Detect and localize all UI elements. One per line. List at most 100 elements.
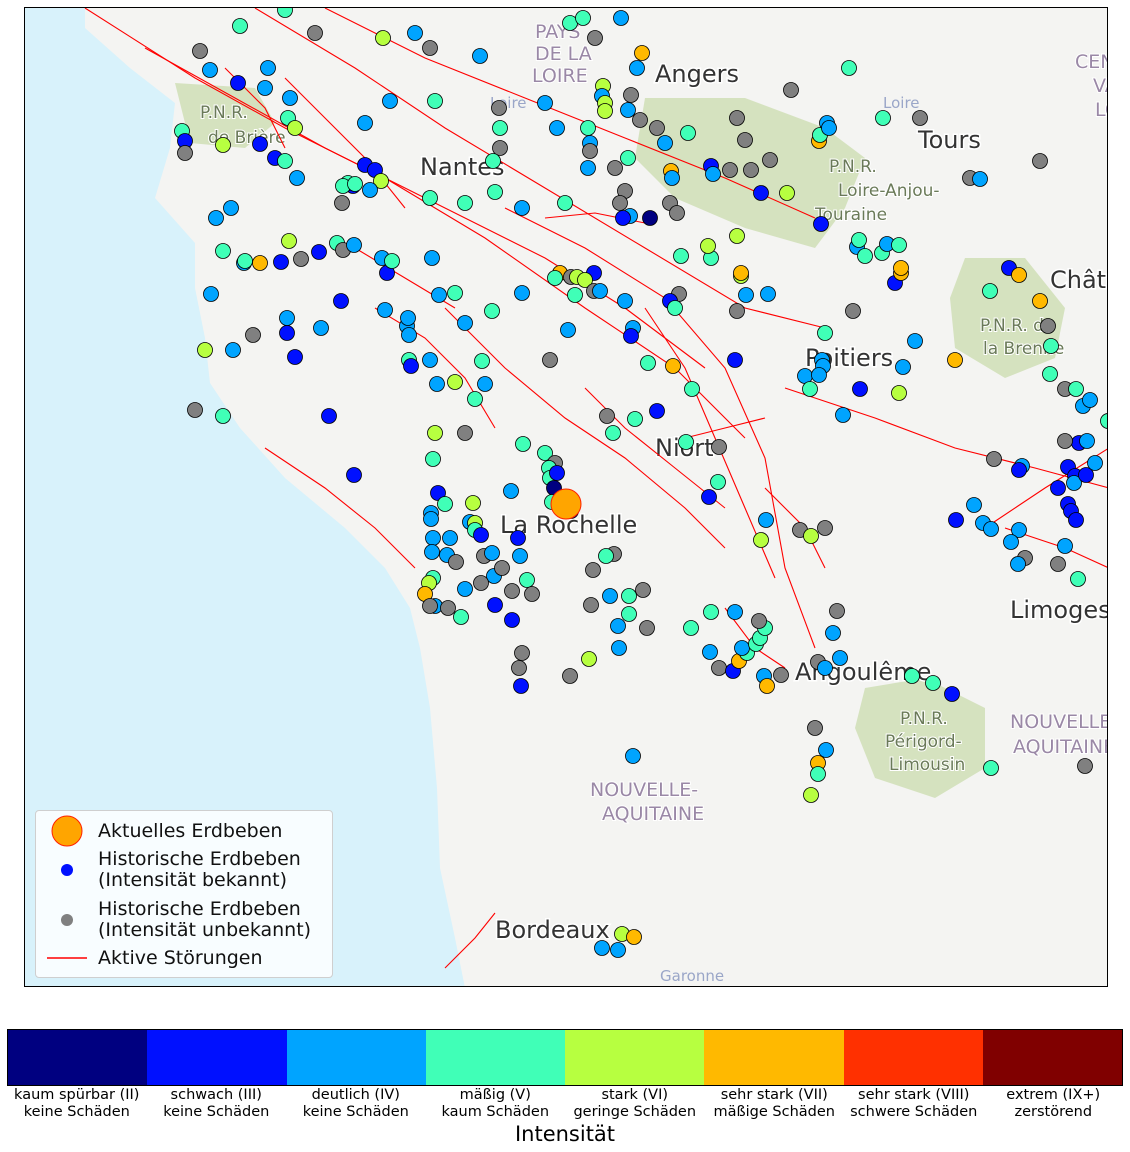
colorbar-segment-vi xyxy=(565,1030,705,1085)
historic-quake-marker xyxy=(623,87,639,103)
historic-quake-marker xyxy=(504,612,520,628)
historic-quake-marker xyxy=(875,110,891,126)
nature-park-area xyxy=(175,83,275,148)
historic-quake-marker xyxy=(1011,462,1027,478)
historic-quake-marker xyxy=(1050,556,1066,572)
historic-quake-marker xyxy=(492,140,508,156)
historic-quake-marker xyxy=(625,748,641,764)
historic-quake-marker xyxy=(422,40,438,56)
historic-quake-marker xyxy=(640,355,656,371)
historic-quake-marker xyxy=(519,572,535,588)
historic-quake-marker xyxy=(657,135,673,151)
historic-quake-marker xyxy=(225,342,241,358)
historic-quake-marker xyxy=(487,184,503,200)
historic-quake-marker xyxy=(738,287,754,303)
historic-quake-marker xyxy=(514,285,530,301)
historic-quake-marker xyxy=(705,166,721,182)
historic-quake-marker xyxy=(277,8,293,18)
historic-quake-marker xyxy=(504,583,520,599)
historic-quake-marker xyxy=(635,582,651,598)
historic-quake-marker xyxy=(1043,338,1059,354)
historic-quake-marker xyxy=(762,152,778,168)
historic-quake-marker xyxy=(615,210,631,226)
historic-quake-marker xyxy=(621,606,637,622)
historic-quake-marker xyxy=(779,185,795,201)
historic-quake-marker xyxy=(453,609,469,625)
current-earthquake xyxy=(550,488,582,520)
historic-quake-marker xyxy=(577,272,593,288)
unknown-intensity-dot-icon xyxy=(61,914,73,926)
place-label-region: AQUITAINE xyxy=(602,803,704,825)
historic-quake-marker xyxy=(346,467,362,483)
colorbar-segment-ii xyxy=(8,1030,148,1085)
historic-quake-marker xyxy=(487,597,503,613)
historic-quake-marker xyxy=(825,625,841,641)
place-label-city: Tours xyxy=(917,126,981,154)
historic-quake-marker xyxy=(925,675,941,691)
historic-quake-marker xyxy=(457,581,473,597)
historic-quake-marker xyxy=(515,436,531,452)
historic-quake-marker xyxy=(759,678,775,694)
historic-quake-marker xyxy=(514,645,530,661)
historic-quake-marker xyxy=(710,474,726,490)
historic-quake-marker xyxy=(484,545,500,561)
historic-quake-marker xyxy=(585,562,601,578)
historic-quake-marker xyxy=(203,286,219,302)
historic-quake-marker xyxy=(737,132,753,148)
historic-quake-marker xyxy=(1068,512,1084,528)
historic-quake-marker xyxy=(465,495,481,511)
fault-line xyxy=(644,307,776,579)
historic-quake-marker xyxy=(557,195,573,211)
historic-quake-marker xyxy=(1032,153,1048,169)
fault-line xyxy=(264,447,416,569)
nature-park-area xyxy=(950,258,1065,378)
place-label-park: P.N.R. xyxy=(200,103,248,123)
colorbar-segment-viii xyxy=(843,1030,983,1085)
historic-quake-marker xyxy=(620,150,636,166)
historic-quake-marker xyxy=(321,408,337,424)
historic-quake-marker xyxy=(514,200,530,216)
historic-quake-marker xyxy=(835,407,851,423)
historic-quake-marker xyxy=(431,287,447,303)
historic-quake-marker xyxy=(727,604,743,620)
historic-quake-marker xyxy=(582,143,598,159)
historic-quake-marker xyxy=(743,162,759,178)
historic-quake-marker xyxy=(667,300,683,316)
historic-quake-marker xyxy=(851,232,867,248)
historic-quake-marker xyxy=(537,95,553,111)
intensity-colorbar xyxy=(7,1029,1123,1086)
historic-quake-marker xyxy=(429,376,445,392)
legend-item-current: Aktuelles Erdbeben xyxy=(36,815,282,847)
historic-quake-marker xyxy=(457,315,473,331)
historic-quake-marker xyxy=(202,62,218,78)
historic-quake-marker xyxy=(1079,433,1095,449)
historic-quake-marker xyxy=(734,640,750,656)
active-faults xyxy=(84,8,1107,969)
historic-quake-marker xyxy=(1010,556,1026,572)
historic-quake-marker xyxy=(373,173,389,189)
legend-label-current: Aktuelles Erdbeben xyxy=(98,819,283,842)
historic-quake-marker xyxy=(634,45,650,61)
historic-quake-marker xyxy=(664,170,680,186)
historic-quake-marker xyxy=(215,243,231,259)
historic-quake-marker xyxy=(192,43,208,59)
historic-quake-marker xyxy=(282,90,298,106)
historic-quake-marker xyxy=(599,408,615,424)
place-label-region: NOUVELLE- xyxy=(590,779,698,801)
historic-quake-marker xyxy=(215,137,231,153)
historic-quake-marker xyxy=(649,120,665,136)
historic-quake-marker xyxy=(912,110,928,126)
historic-quake-marker xyxy=(817,325,833,341)
historic-quake-marker xyxy=(669,205,685,221)
historic-quake-marker xyxy=(711,439,727,455)
place-label-region: AQUITAINE xyxy=(1013,736,1108,758)
historic-quake-marker xyxy=(583,597,599,613)
historic-quake-marker xyxy=(758,512,774,528)
historic-quake-marker xyxy=(273,254,289,270)
historic-quake-marker xyxy=(422,598,438,614)
historic-quake-marker xyxy=(813,216,829,232)
historic-quake-marker xyxy=(613,10,629,26)
historic-quake-marker xyxy=(287,120,303,136)
legend-item-known: Historische Erdbeben (Intensität bekannt… xyxy=(36,849,301,891)
historic-earthquakes xyxy=(174,8,1107,958)
